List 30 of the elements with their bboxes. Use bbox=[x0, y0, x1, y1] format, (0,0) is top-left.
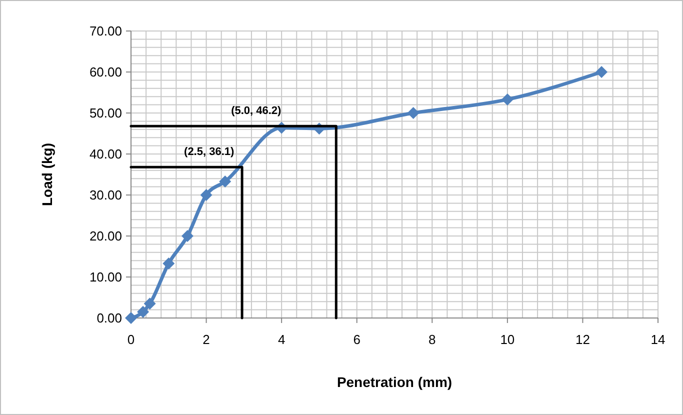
x-tick-label: 10 bbox=[500, 332, 515, 347]
point bbox=[501, 93, 514, 106]
x-tick-label: 12 bbox=[575, 332, 590, 347]
point bbox=[125, 312, 137, 324]
point bbox=[137, 306, 150, 318]
x-tick-label: 8 bbox=[428, 332, 436, 347]
y-tick-label: 10.00 bbox=[89, 270, 122, 285]
y-tick-label: 20.00 bbox=[89, 228, 122, 244]
annotation: (5.0, 46.2) bbox=[231, 105, 282, 118]
annotation: (2.5, 36.1) bbox=[184, 146, 235, 158]
x-tick-label: 0 bbox=[127, 332, 135, 347]
point bbox=[162, 257, 175, 270]
point bbox=[181, 230, 194, 242]
y-tick-label: 60.00 bbox=[89, 64, 122, 80]
y-tick-label: 50.00 bbox=[89, 106, 122, 121]
x-axis-title: Penetration (mm) bbox=[336, 374, 452, 390]
point bbox=[407, 107, 420, 119]
x-tick-label: 4 bbox=[278, 332, 286, 347]
y-axis-title: Load (kg) bbox=[39, 143, 55, 206]
y-tick-label: 30.00 bbox=[89, 188, 122, 203]
x-tick-label: 14 bbox=[650, 332, 666, 347]
point bbox=[200, 189, 212, 201]
point bbox=[596, 66, 608, 78]
point bbox=[219, 175, 232, 188]
point bbox=[144, 298, 156, 310]
x-tick-label: 6 bbox=[353, 332, 360, 347]
x-tick-label: 2 bbox=[202, 332, 210, 347]
y-tick-label: 70.00 bbox=[89, 24, 122, 39]
y-tick-label: 0.00 bbox=[96, 310, 122, 326]
y-tick-label: 40.00 bbox=[89, 146, 122, 162]
